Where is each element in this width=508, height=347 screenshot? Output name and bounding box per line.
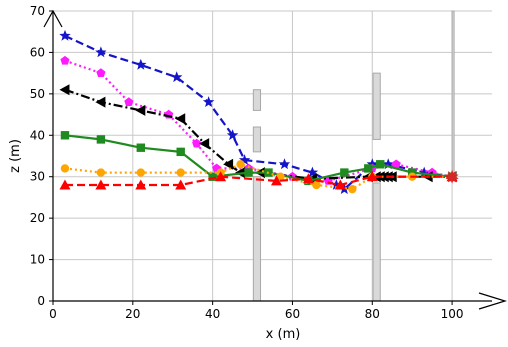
tick-labels: 0 20 40 60 80 100 0 10 20 30 40 50 60 70 xyxy=(30,4,464,321)
marker-star xyxy=(418,166,430,178)
marker-triangle-up xyxy=(334,179,346,190)
marker-star xyxy=(59,29,71,41)
marker-triangle-up xyxy=(270,175,282,186)
obstacle xyxy=(252,176,262,302)
obstacle xyxy=(372,182,381,302)
marker-pentagon xyxy=(124,97,134,106)
marker-pentagon xyxy=(192,138,202,148)
marker-pentagon xyxy=(60,55,70,65)
x-tick-label: 60 xyxy=(285,307,300,321)
marker-triangle-up xyxy=(59,179,71,190)
x-axis-label: x (m) xyxy=(266,327,301,342)
obstacle xyxy=(252,89,262,111)
marker-star xyxy=(278,158,291,170)
marker-circle xyxy=(236,160,245,169)
marker-star xyxy=(306,166,319,178)
axes xyxy=(43,9,508,310)
marker-circle xyxy=(136,168,145,177)
marker-triangle-left xyxy=(59,84,70,96)
obstacle xyxy=(372,72,381,140)
marker-triangle-up xyxy=(302,173,314,184)
y-tick-label: 10 xyxy=(30,253,45,267)
marker-circle xyxy=(96,168,106,177)
marker-square xyxy=(364,164,373,173)
series xyxy=(59,29,459,194)
marker-star xyxy=(226,129,239,141)
y-tick-label: 20 xyxy=(30,211,45,225)
target-marker-overlay xyxy=(445,171,459,184)
marker-triangle-left xyxy=(175,113,186,125)
x-tick-label: 100 xyxy=(441,307,464,321)
y-tick-label: 40 xyxy=(30,128,45,142)
marker-square xyxy=(340,168,349,177)
obstacle xyxy=(451,10,455,178)
series-5 xyxy=(59,171,458,190)
series-1 xyxy=(60,55,457,185)
marker-star xyxy=(238,154,251,165)
marker-pentagon xyxy=(391,159,401,169)
y-tick-label: 0 xyxy=(37,294,45,308)
marker-star xyxy=(135,58,147,70)
marker-triangle-up xyxy=(215,171,227,182)
marker-square xyxy=(136,143,145,152)
marker-square xyxy=(176,147,185,157)
marker-triangle-up xyxy=(135,179,147,190)
marker-triangle-left xyxy=(223,158,234,170)
marker-circle xyxy=(348,184,357,194)
series-line xyxy=(65,175,453,187)
marker-triangle-up xyxy=(175,179,187,190)
grid xyxy=(52,10,492,302)
marker-square xyxy=(96,135,106,144)
x-axis-arrow xyxy=(478,292,508,310)
marker-pentagon xyxy=(96,68,106,77)
marker-triangle-left xyxy=(135,104,146,116)
marker-star xyxy=(382,158,394,170)
marker-star xyxy=(330,179,343,190)
y-tick-label: 30 xyxy=(30,170,45,184)
marker-circle xyxy=(176,168,185,177)
marker-square xyxy=(60,131,70,140)
marker-circle xyxy=(60,164,70,173)
marker-square xyxy=(244,168,253,177)
marker-star xyxy=(95,46,107,58)
marker-triangle-left xyxy=(95,96,106,108)
marker-star xyxy=(202,96,215,107)
y-tick-label: 50 xyxy=(30,87,45,101)
x-tick-label: 20 xyxy=(125,307,140,321)
x-tick-label: 0 xyxy=(49,307,57,321)
x-tick-label: 80 xyxy=(365,307,380,321)
y-tick-label: 70 xyxy=(30,4,45,18)
marker-star xyxy=(171,71,183,83)
marker-triangle-up xyxy=(95,179,107,190)
marker-circle xyxy=(312,180,321,190)
obstacle xyxy=(252,126,262,153)
y-axis-label: z (m) xyxy=(8,139,23,173)
marker-square xyxy=(376,160,385,169)
marker-triangle-left xyxy=(199,138,210,150)
y-tick-label: 60 xyxy=(30,45,45,59)
obstacles xyxy=(252,10,455,302)
marker-triangle-up xyxy=(366,171,378,182)
marker-square xyxy=(208,172,217,181)
x-tick-label: 40 xyxy=(205,307,220,321)
